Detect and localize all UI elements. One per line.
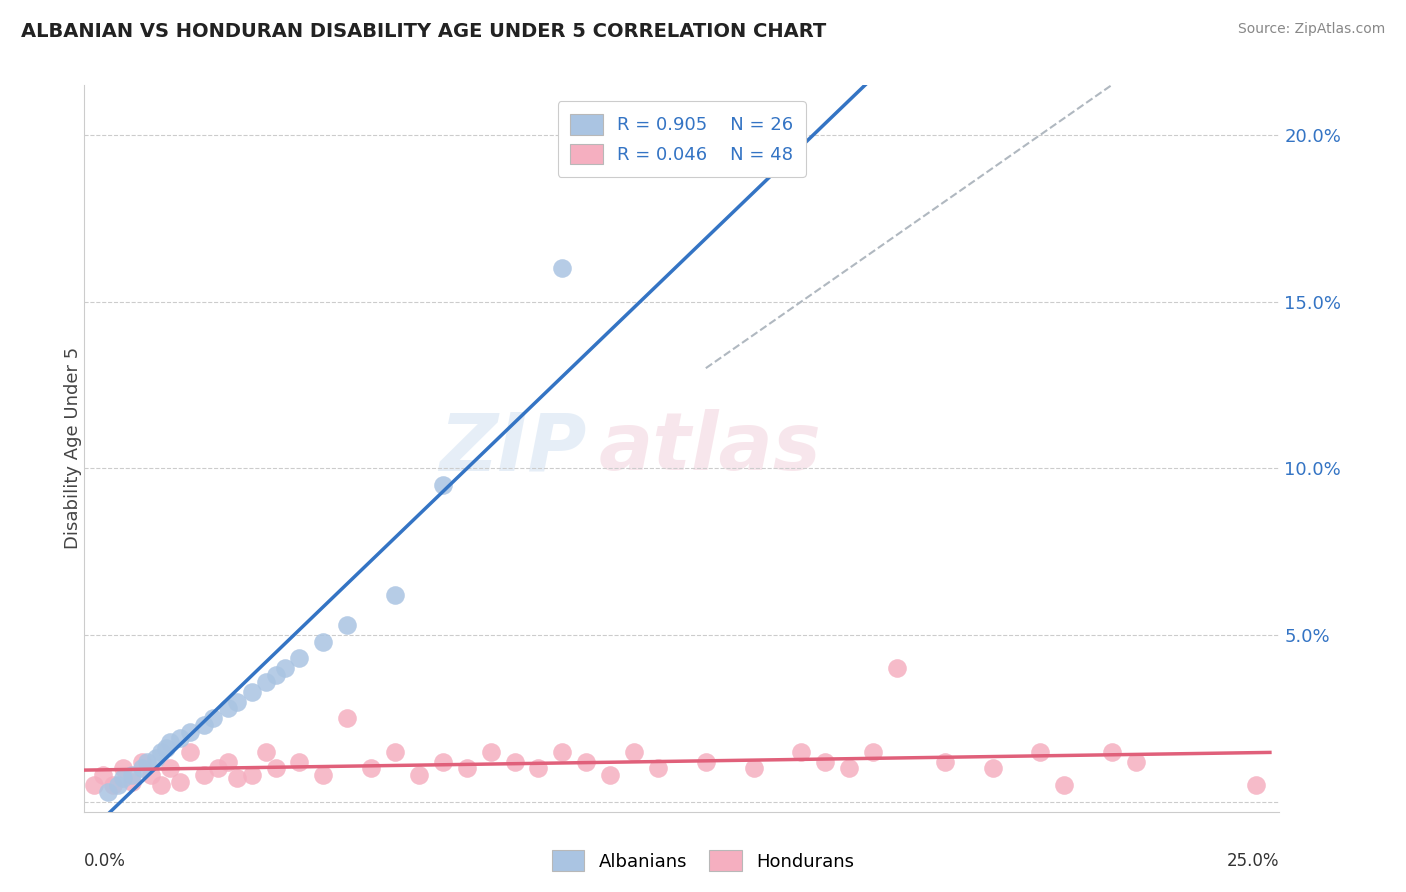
Point [551, 745, 574, 759]
Point [934, 755, 956, 769]
Point [981, 761, 1004, 775]
Text: atlas: atlas [599, 409, 821, 487]
Point [107, 778, 129, 792]
Text: ALBANIAN VS HONDURAN DISABILITY AGE UNDER 5 CORRELATION CHART: ALBANIAN VS HONDURAN DISABILITY AGE UNDE… [21, 22, 827, 41]
Point [131, 761, 153, 775]
Text: Source: ZipAtlas.com: Source: ZipAtlas.com [1237, 22, 1385, 37]
Point [575, 755, 598, 769]
Point [226, 772, 249, 786]
Point [217, 701, 239, 715]
Point [264, 761, 287, 775]
Point [838, 761, 860, 775]
Point [207, 761, 229, 775]
Point [193, 718, 215, 732]
Point [742, 761, 765, 775]
Point [155, 741, 177, 756]
Point [503, 755, 526, 769]
Point [336, 711, 359, 725]
Point [240, 684, 263, 698]
Point [217, 755, 239, 769]
Point [695, 755, 717, 769]
Point [599, 768, 621, 782]
Point [886, 661, 908, 675]
Point [1244, 778, 1267, 792]
Point [101, 778, 124, 792]
Point [1029, 745, 1052, 759]
Point [360, 761, 382, 775]
Point [336, 618, 359, 632]
Point [169, 731, 191, 746]
Point [1101, 745, 1123, 759]
Point [623, 745, 645, 759]
Text: ZIP: ZIP [439, 409, 586, 487]
Point [312, 634, 335, 648]
Point [264, 668, 287, 682]
Point [226, 695, 249, 709]
Point [254, 674, 277, 689]
Point [432, 478, 454, 492]
Point [312, 768, 335, 782]
Point [647, 761, 669, 775]
Point [83, 778, 105, 792]
Point [145, 751, 167, 765]
Point [240, 768, 263, 782]
Legend: Albanians, Hondurans: Albanians, Hondurans [544, 843, 862, 879]
Point [551, 261, 574, 276]
Point [254, 745, 277, 759]
Point [193, 768, 215, 782]
Text: 0.0%: 0.0% [84, 852, 127, 870]
Point [169, 774, 191, 789]
Point [141, 768, 163, 782]
Point [97, 785, 120, 799]
Point [202, 711, 225, 725]
Point [111, 761, 134, 775]
Point [1053, 778, 1076, 792]
Point [111, 772, 134, 786]
Point [527, 761, 550, 775]
Point [149, 778, 172, 792]
Point [862, 745, 884, 759]
Point [384, 745, 406, 759]
Point [131, 755, 153, 769]
Point [1125, 755, 1147, 769]
Point [432, 755, 454, 769]
Point [93, 768, 115, 782]
Point [274, 661, 297, 675]
Point [159, 734, 181, 748]
Y-axis label: Disability Age Under 5: Disability Age Under 5 [65, 347, 82, 549]
Legend: R = 0.905    N = 26, R = 0.046    N = 48: R = 0.905 N = 26, R = 0.046 N = 48 [558, 101, 806, 177]
Point [159, 761, 181, 775]
Point [814, 755, 837, 769]
Point [408, 768, 430, 782]
Point [121, 768, 143, 782]
Point [288, 651, 311, 665]
Point [149, 745, 172, 759]
Point [179, 724, 201, 739]
Point [121, 774, 143, 789]
Point [135, 755, 157, 769]
Point [384, 588, 406, 602]
Text: 25.0%: 25.0% [1227, 852, 1279, 870]
Point [179, 745, 201, 759]
Point [288, 755, 311, 769]
Point [479, 745, 502, 759]
Point [790, 745, 813, 759]
Point [456, 761, 478, 775]
